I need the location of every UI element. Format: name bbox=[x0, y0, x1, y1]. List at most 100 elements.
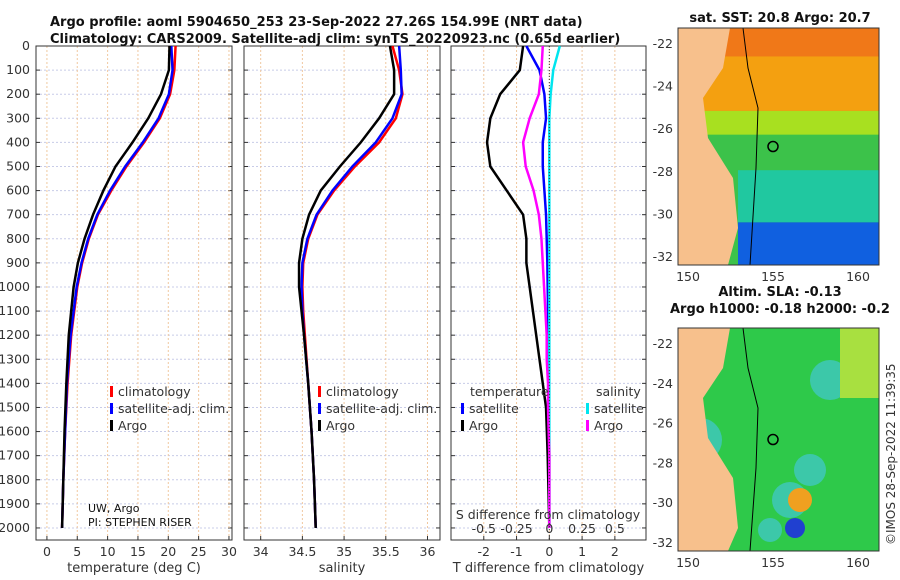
lat-tick-label: -22 bbox=[653, 36, 673, 51]
legend-swatch bbox=[110, 386, 113, 397]
map-cold-band bbox=[738, 222, 879, 265]
x-tick-label: 15 bbox=[130, 544, 146, 559]
map-land bbox=[678, 28, 738, 265]
x-tick-label: 5 bbox=[73, 544, 81, 559]
y-tick-label: 1900 bbox=[0, 496, 30, 511]
lat-tick-label: -24 bbox=[653, 79, 673, 94]
legend-label: satellite bbox=[469, 401, 519, 416]
lon-tick-label: 160 bbox=[846, 269, 870, 284]
sla-map-title: Altim. SLA: -0.13 bbox=[718, 285, 841, 300]
x-tick-label: 1 bbox=[578, 544, 586, 559]
credit-text: UW, Argo bbox=[88, 502, 140, 515]
y-tick-label: 1200 bbox=[0, 327, 30, 342]
x-axis-label: T difference from climatology bbox=[452, 561, 645, 576]
legend-swatch bbox=[110, 403, 113, 414]
lat-tick-label: -28 bbox=[653, 164, 673, 179]
series-line-s-argo bbox=[521, 45, 551, 528]
lat-tick-label: -28 bbox=[653, 455, 673, 470]
x-axis-label: temperature (deg C) bbox=[67, 561, 201, 576]
lat-tick-label: -26 bbox=[653, 416, 673, 431]
y-tick-label: 1400 bbox=[0, 375, 30, 390]
map-land bbox=[678, 328, 738, 551]
legend-label: satellite-adj. clim. bbox=[118, 401, 229, 416]
lon-tick-label: 155 bbox=[761, 555, 785, 570]
x-tick-label: 10 bbox=[100, 544, 116, 559]
map-band bbox=[738, 170, 879, 223]
x-tick-label: 35.5 bbox=[372, 544, 400, 559]
plot-frame bbox=[35, 45, 233, 541]
y-tick-label: 1500 bbox=[0, 399, 30, 414]
x-tick-label: -1 bbox=[510, 544, 522, 559]
lon-tick-label: 150 bbox=[676, 269, 700, 284]
y-tick-label: 1300 bbox=[0, 351, 30, 366]
map-contour bbox=[742, 27, 759, 266]
legend-label: climatology bbox=[118, 384, 191, 399]
legend-label: satellite bbox=[594, 401, 644, 416]
legend-swatch bbox=[110, 420, 113, 431]
map-eddy bbox=[794, 454, 826, 486]
y-tick-label: 300 bbox=[6, 110, 30, 125]
map-eddy-cold bbox=[785, 518, 805, 538]
map-band bbox=[678, 110, 879, 135]
y-tick-label: 200 bbox=[6, 86, 30, 101]
x-tick-label: 36 bbox=[420, 544, 436, 559]
legend-swatch bbox=[461, 403, 464, 414]
map-frame bbox=[677, 27, 880, 266]
x-tick-label: 2 bbox=[611, 544, 619, 559]
x-tick-label: -2 bbox=[478, 544, 490, 559]
series-line-argo bbox=[297, 45, 396, 528]
map-eddy bbox=[758, 518, 782, 542]
y-tick-label: 1800 bbox=[0, 472, 30, 487]
lat-tick-label: -30 bbox=[653, 206, 673, 221]
plot-frame bbox=[243, 45, 441, 541]
x2-tick-label: 0.5 bbox=[605, 521, 625, 536]
x-tick-label: 25 bbox=[191, 544, 207, 559]
legend-swatch bbox=[318, 420, 321, 431]
y-tick-label: 1100 bbox=[0, 303, 30, 318]
lon-tick-label: 155 bbox=[761, 269, 785, 284]
y-tick-label: 400 bbox=[6, 134, 30, 149]
x-tick-label: 34.5 bbox=[288, 544, 316, 559]
legend-label: Argo bbox=[326, 418, 355, 433]
lon-tick-label: 150 bbox=[676, 555, 700, 570]
lat-tick-label: -32 bbox=[653, 249, 673, 264]
lat-tick-label: -26 bbox=[653, 121, 673, 136]
lat-tick-label: -22 bbox=[653, 336, 673, 351]
title-line2: Climatology: CARS2009. Satellite-adj cli… bbox=[50, 32, 621, 47]
x2-tick-label: -0.5 bbox=[472, 521, 496, 536]
x-tick-label: 35 bbox=[336, 544, 352, 559]
plot-frame bbox=[450, 45, 647, 541]
legend-swatch bbox=[586, 420, 589, 431]
x2-tick-label: -0.25 bbox=[500, 521, 532, 536]
legend-heading-temperature: temperature bbox=[470, 384, 549, 399]
x-tick-label: 20 bbox=[160, 544, 176, 559]
y-tick-label: 100 bbox=[6, 62, 30, 77]
lon-tick-label: 160 bbox=[846, 555, 870, 570]
legend-swatch bbox=[586, 403, 589, 414]
sst-map-title: sat. SST: 20.8 Argo: 20.7 bbox=[689, 11, 870, 26]
legend-swatch bbox=[318, 403, 321, 414]
sla-map bbox=[677, 327, 880, 552]
map-frame bbox=[677, 327, 880, 552]
x-tick-label: 0 bbox=[43, 544, 51, 559]
title-line1: Argo profile: aoml 5904650_253 23-Sep-20… bbox=[50, 15, 583, 30]
sla-map-subtitle: Argo h1000: -0.18 h2000: -0.2 bbox=[670, 302, 890, 317]
y-tick-label: 700 bbox=[6, 207, 30, 222]
y-tick-label: 600 bbox=[6, 183, 30, 198]
map-band bbox=[840, 328, 879, 398]
series-line-t-argo bbox=[485, 45, 551, 528]
pi-text: PI: STEPHEN RISER bbox=[88, 516, 192, 529]
sst-map bbox=[677, 27, 880, 266]
lat-tick-label: -24 bbox=[653, 376, 673, 391]
legend-heading-salinity: salinity bbox=[596, 384, 641, 399]
legend-label: satellite-adj. clim. bbox=[326, 401, 437, 416]
timestamp: ©IMOS 28-Sep-2022 11:39:35 bbox=[884, 363, 898, 545]
y-tick-label: 2000 bbox=[0, 520, 30, 535]
y-tick-label: 1700 bbox=[0, 448, 30, 463]
y-tick-label: 0 bbox=[22, 38, 30, 53]
legend-swatch bbox=[461, 420, 464, 431]
y-tick-label: 800 bbox=[6, 231, 30, 246]
lat-tick-label: -32 bbox=[653, 535, 673, 550]
